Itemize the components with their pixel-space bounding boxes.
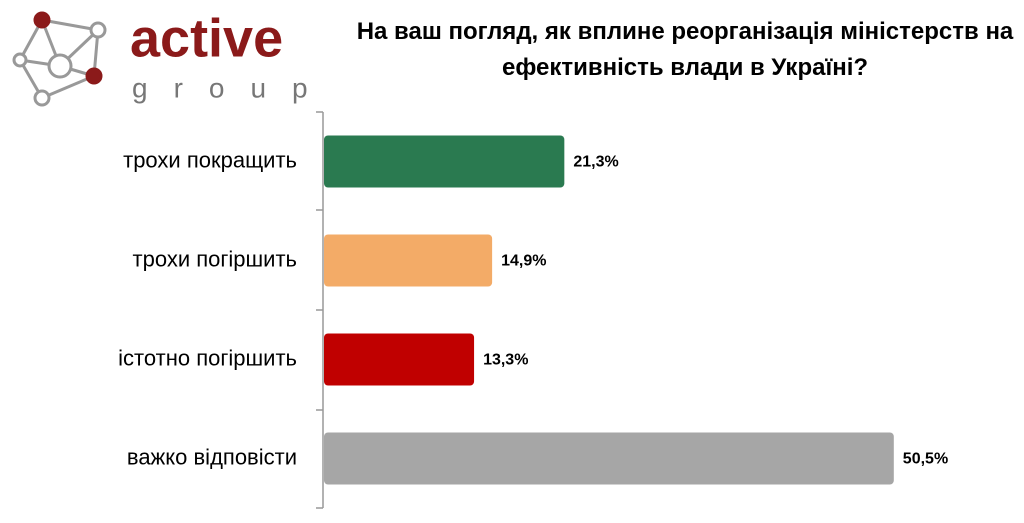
bar (324, 135, 565, 188)
value-label: 21,3% (573, 154, 618, 171)
category-label: трохи покращить (123, 147, 297, 172)
chart-title: На ваш погляд, як вплине реорганізація м… (356, 18, 1014, 81)
value-label: 50,5% (903, 451, 948, 468)
bar (324, 432, 894, 485)
axis (316, 111, 324, 509)
value-label: 13,3% (483, 352, 528, 369)
logo-name: active (130, 8, 283, 68)
bar (324, 234, 493, 287)
bar (324, 333, 475, 386)
category-label: важко відповісти (127, 444, 297, 469)
category-label: трохи погіршить (133, 246, 297, 271)
logo-icon (12, 11, 107, 107)
value-label: 14,9% (501, 253, 546, 270)
logo-tagline: group (132, 72, 334, 103)
category-label: істотно погіршить (118, 345, 297, 370)
